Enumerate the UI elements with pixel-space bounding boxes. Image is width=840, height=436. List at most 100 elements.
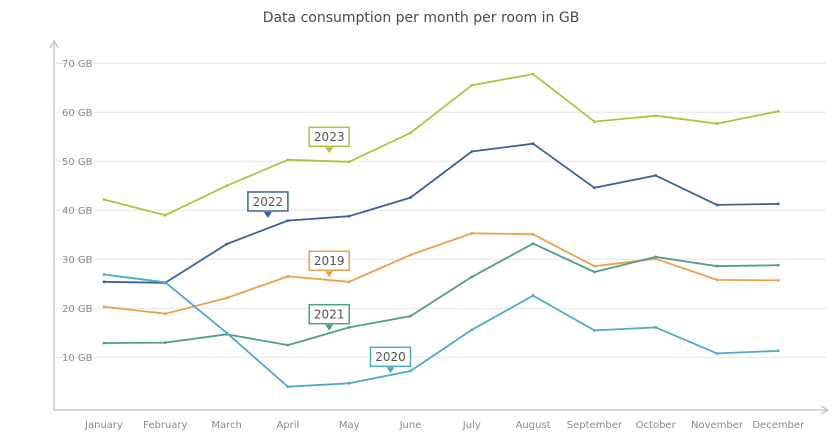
data-point-2020-february bbox=[163, 280, 167, 284]
data-point-2023-may bbox=[347, 160, 351, 164]
data-point-2022-december bbox=[776, 202, 780, 206]
data-point-2019-may bbox=[347, 280, 351, 284]
data-point-2023-september bbox=[593, 120, 596, 124]
series-line-2023 bbox=[103, 73, 780, 217]
data-point-2023-august bbox=[531, 72, 535, 76]
series-label-box-2021 bbox=[308, 303, 350, 325]
data-point-2020-august bbox=[531, 294, 535, 297]
series-label-2021: 2021 bbox=[308, 303, 350, 331]
series-label-box-2020 bbox=[369, 346, 412, 368]
x-tick-label-september: September bbox=[567, 420, 623, 431]
y-tick-label-70: 70 GB bbox=[62, 59, 93, 70]
x-tick-label-july: July bbox=[462, 420, 481, 431]
series-label-2022: 2022 bbox=[247, 191, 289, 218]
y-tick-label-10: 10 GB bbox=[62, 353, 93, 364]
data-point-2020-may bbox=[347, 381, 351, 385]
data-point-2021-july bbox=[470, 275, 474, 279]
data-point-2021-june bbox=[409, 314, 412, 318]
series-line-2019 bbox=[103, 232, 780, 315]
x-tick-label-january: January bbox=[84, 420, 123, 431]
data-point-2023-february bbox=[163, 213, 167, 217]
series-label-pointer-icon-2023 bbox=[325, 147, 334, 154]
series-2023 bbox=[102, 72, 780, 217]
series-label-text-2019: 2019 bbox=[314, 254, 345, 268]
series-2019 bbox=[102, 231, 780, 316]
y-tick-label-40: 40 GB bbox=[62, 206, 93, 217]
series-label-pointer-icon-2019 bbox=[325, 271, 334, 278]
data-point-2022-may bbox=[347, 214, 351, 218]
data-point-2019-february bbox=[163, 312, 167, 316]
y-tick-labels: 10 GB 20 GB 30 GB 40 GB 50 GB 60 GB 70 GB bbox=[62, 59, 93, 364]
data-point-2023-november bbox=[715, 122, 719, 125]
data-point-2021-august bbox=[531, 242, 535, 246]
series-2022 bbox=[102, 142, 780, 285]
data-point-2023-june bbox=[409, 131, 412, 135]
data-point-2022-march bbox=[225, 242, 229, 246]
y-tick-label-20: 20 GB bbox=[62, 304, 93, 315]
data-point-2021-february bbox=[163, 341, 167, 344]
series-label-pointer-icon-2022 bbox=[263, 211, 272, 218]
y-tick-label-60: 60 GB bbox=[62, 108, 93, 119]
data-point-2019-august bbox=[531, 232, 535, 236]
data-point-2022-september bbox=[593, 186, 596, 190]
data-point-2022-june bbox=[409, 196, 412, 199]
data-point-2021-may bbox=[347, 326, 351, 329]
data-point-2021-january bbox=[102, 341, 106, 345]
x-tick-label-april: April bbox=[276, 420, 299, 431]
x-tick-label-august: August bbox=[516, 420, 551, 431]
series-label-2023: 2023 bbox=[308, 126, 350, 154]
data-point-2019-april bbox=[286, 275, 290, 278]
series-label-2020: 2020 bbox=[369, 346, 412, 374]
x-tick-label-december: December bbox=[752, 420, 805, 431]
data-point-2022-august bbox=[531, 142, 535, 146]
series-labels: 2023 2022 2019 2021 2020 bbox=[247, 126, 412, 374]
data-point-2020-october bbox=[654, 326, 658, 329]
series-label-text-2022: 2022 bbox=[253, 195, 284, 209]
series-label-pointer-icon-2020 bbox=[386, 367, 395, 374]
data-point-2019-september bbox=[593, 264, 596, 268]
x-tick-label-march: March bbox=[211, 420, 241, 431]
data-point-2021-september bbox=[593, 270, 596, 274]
axis-layer bbox=[49, 39, 830, 415]
data-point-2019-june bbox=[409, 253, 412, 257]
x-axis-arrow-icon bbox=[820, 405, 830, 415]
data-point-2020-january bbox=[102, 273, 106, 276]
x-tick-label-may: May bbox=[339, 420, 360, 431]
data-point-2020-april bbox=[286, 385, 290, 389]
x-tick-label-june: June bbox=[399, 420, 422, 431]
x-tick-label-october: October bbox=[636, 420, 677, 431]
grid-layer bbox=[54, 62, 826, 358]
series-line-2022 bbox=[103, 142, 780, 284]
data-point-2021-december bbox=[776, 263, 780, 267]
data-point-2019-october bbox=[654, 257, 658, 261]
data-point-2023-march bbox=[225, 184, 229, 188]
data-point-2023-october bbox=[654, 114, 658, 118]
data-point-2022-july bbox=[470, 150, 474, 153]
data-point-2019-march bbox=[225, 296, 229, 300]
data-point-2022-november bbox=[715, 203, 719, 207]
series-label-box-2019 bbox=[308, 250, 350, 272]
series-line-2020 bbox=[103, 273, 780, 388]
x-tick-label-november: November bbox=[691, 420, 744, 431]
series-2020 bbox=[102, 273, 780, 389]
y-axis-arrow-icon bbox=[49, 39, 59, 49]
chart-title: Data consumption per month per room in G… bbox=[263, 10, 580, 26]
data-point-2019-november bbox=[715, 278, 719, 282]
data-point-2020-november bbox=[715, 351, 719, 355]
data-point-2020-june bbox=[409, 369, 412, 373]
data-point-2022-january bbox=[102, 280, 106, 284]
series-2021 bbox=[102, 242, 780, 347]
series-label-box-2022 bbox=[247, 191, 289, 212]
y-tick-label-50: 50 GB bbox=[62, 157, 93, 168]
series-label-text-2023: 2023 bbox=[314, 130, 345, 144]
data-point-2019-january bbox=[102, 305, 106, 309]
data-point-2023-december bbox=[776, 109, 780, 113]
data-point-2021-october bbox=[654, 255, 658, 259]
data-point-2022-october bbox=[654, 174, 658, 177]
data-point-2023-july bbox=[470, 83, 474, 87]
data-point-2019-december bbox=[776, 278, 780, 282]
series-label-2019: 2019 bbox=[308, 250, 350, 278]
data-point-2021-april bbox=[286, 343, 290, 347]
data-point-2022-april bbox=[286, 219, 290, 222]
